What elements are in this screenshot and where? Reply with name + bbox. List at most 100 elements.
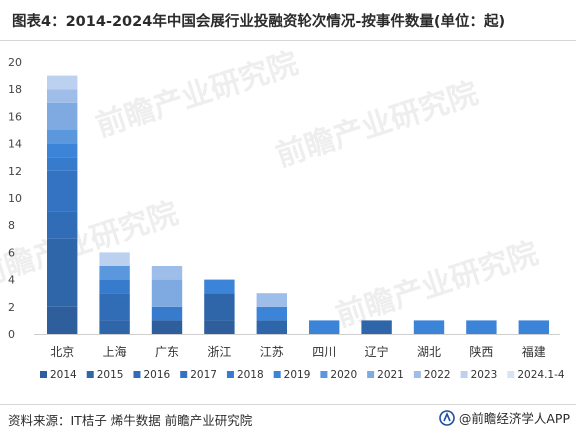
bar-segment [256, 320, 287, 334]
legend-item: 2023 [460, 369, 498, 381]
legend-label: 2020 [330, 369, 357, 381]
x-tick-label: 江苏 [260, 345, 284, 359]
bar-segment [361, 320, 392, 334]
bar-segment [47, 75, 78, 90]
legend-label: 2018 [237, 369, 264, 381]
bar-segment [47, 89, 78, 103]
watermark-text: 前瞻产业研究院 [272, 76, 483, 174]
legend-swatch [507, 371, 515, 378]
legend-label: 2017 [190, 369, 217, 381]
bar-segment [47, 102, 78, 130]
legend-item: 2016 [133, 369, 171, 381]
legend-item: 2017 [180, 369, 217, 381]
chart-title: 图表4：2014-2024年中国会展行业投融资轮次情况-按事件数量(单位：起) [12, 14, 506, 30]
legend-label: 2023 [471, 369, 498, 381]
y-tick-label: 16 [8, 110, 22, 123]
bar-segment [47, 130, 78, 144]
legend-item: 2021 [367, 369, 404, 381]
legend-swatch [320, 371, 328, 378]
y-tick-label: 4 [8, 274, 15, 287]
y-tick-label: 10 [8, 192, 22, 205]
bar-segment [151, 266, 183, 280]
bar-segment [47, 238, 78, 307]
y-tick-label: 20 [8, 56, 22, 69]
brand-credit: @前瞻经济学人APP [439, 408, 570, 427]
legend-item: 2024.1-4 [507, 369, 565, 381]
bar-segment [204, 279, 235, 294]
legend: 2014 2015 2016 2017 2018 2019 2020 2021 2022 2023… [40, 369, 565, 381]
footer-divider [0, 404, 576, 405]
legend-label: 2021 [377, 369, 404, 381]
bar-segment [47, 143, 78, 158]
x-tick-label: 浙江 [207, 345, 231, 359]
x-tick-label: 北京 [50, 345, 74, 359]
legend-swatch [460, 371, 468, 378]
y-tick-label: 18 [8, 83, 22, 96]
legend-label: 2014 [50, 369, 77, 381]
x-tick-label: 四川 [312, 345, 336, 359]
bar-segment [99, 266, 130, 280]
legend-item: 2019 [273, 369, 311, 381]
x-tick-label: 陕西 [469, 344, 493, 359]
legend-label: 2024.1-4 [517, 369, 565, 381]
x-tick-label: 福建 [522, 344, 546, 359]
bar-segment [256, 306, 287, 321]
legend-swatch [86, 371, 94, 378]
x-tick-label: 辽宁 [365, 344, 389, 359]
y-tick-label: 0 [8, 328, 15, 341]
bar-segment [99, 252, 130, 266]
bar-segment [204, 293, 235, 321]
bars-layer [47, 75, 549, 334]
y-tick-label: 2 [8, 301, 15, 314]
x-tick-label: 湖北 [417, 344, 441, 359]
legend-label: 2015 [97, 369, 124, 381]
legend-swatch [367, 371, 375, 378]
legend-item: 2020 [320, 369, 357, 381]
bar-segment [466, 320, 497, 334]
legend-item: 2015 [86, 369, 124, 381]
legend-swatch [133, 371, 141, 378]
bar-segment [151, 279, 183, 307]
legend-label: 2019 [284, 369, 311, 381]
bar-segment [47, 170, 78, 212]
x-tick-label: 广东 [155, 345, 179, 359]
y-tick-label: 14 [8, 138, 22, 151]
y-tick-label: 8 [8, 219, 15, 232]
y-tick-label: 12 [8, 165, 22, 178]
brand-text: @前瞻经济学人APP [458, 411, 570, 426]
legend-swatch [273, 371, 281, 378]
brand-logo-icon [439, 409, 455, 426]
legend-item: 2014 [40, 369, 77, 381]
watermark-text: 前瞻产业研究院 [332, 236, 543, 334]
y-tick-label: 6 [8, 246, 15, 259]
bar-segment [99, 320, 130, 334]
bar-segment [99, 279, 130, 294]
bar-segment [204, 320, 235, 334]
bar-segment [256, 293, 287, 307]
watermark-text: 前瞻产业研究院 [92, 46, 303, 144]
bar-segment [413, 320, 445, 334]
source-note: 资料来源：IT桔子 烯牛数据 前瞻产业研究院 [8, 413, 253, 428]
legend-label: 2022 [424, 369, 451, 381]
bar-segment [99, 293, 130, 321]
bar-segment [47, 211, 78, 239]
bar-segment [151, 320, 183, 334]
legend-swatch [40, 371, 47, 378]
legend-swatch [226, 371, 234, 378]
bar-segment [151, 306, 183, 321]
bar-segment [47, 306, 78, 334]
legend-swatch [413, 371, 421, 378]
legend-swatch [180, 371, 188, 378]
bar-segment [518, 320, 549, 334]
title-divider [0, 40, 576, 41]
bar-segment [309, 320, 340, 334]
x-axis: 北京 上海 广东 浙江 江苏 四川 辽宁 湖北 陕西 福建 [34, 334, 560, 359]
x-tick-label: 上海 [103, 344, 127, 359]
legend-item: 2022 [413, 369, 451, 381]
y-axis: 0 2 4 6 8 10 12 14 16 18 20 [8, 56, 22, 341]
legend-item: 2018 [226, 369, 264, 381]
bar-segment [47, 157, 78, 171]
legend-label: 2016 [143, 369, 170, 381]
